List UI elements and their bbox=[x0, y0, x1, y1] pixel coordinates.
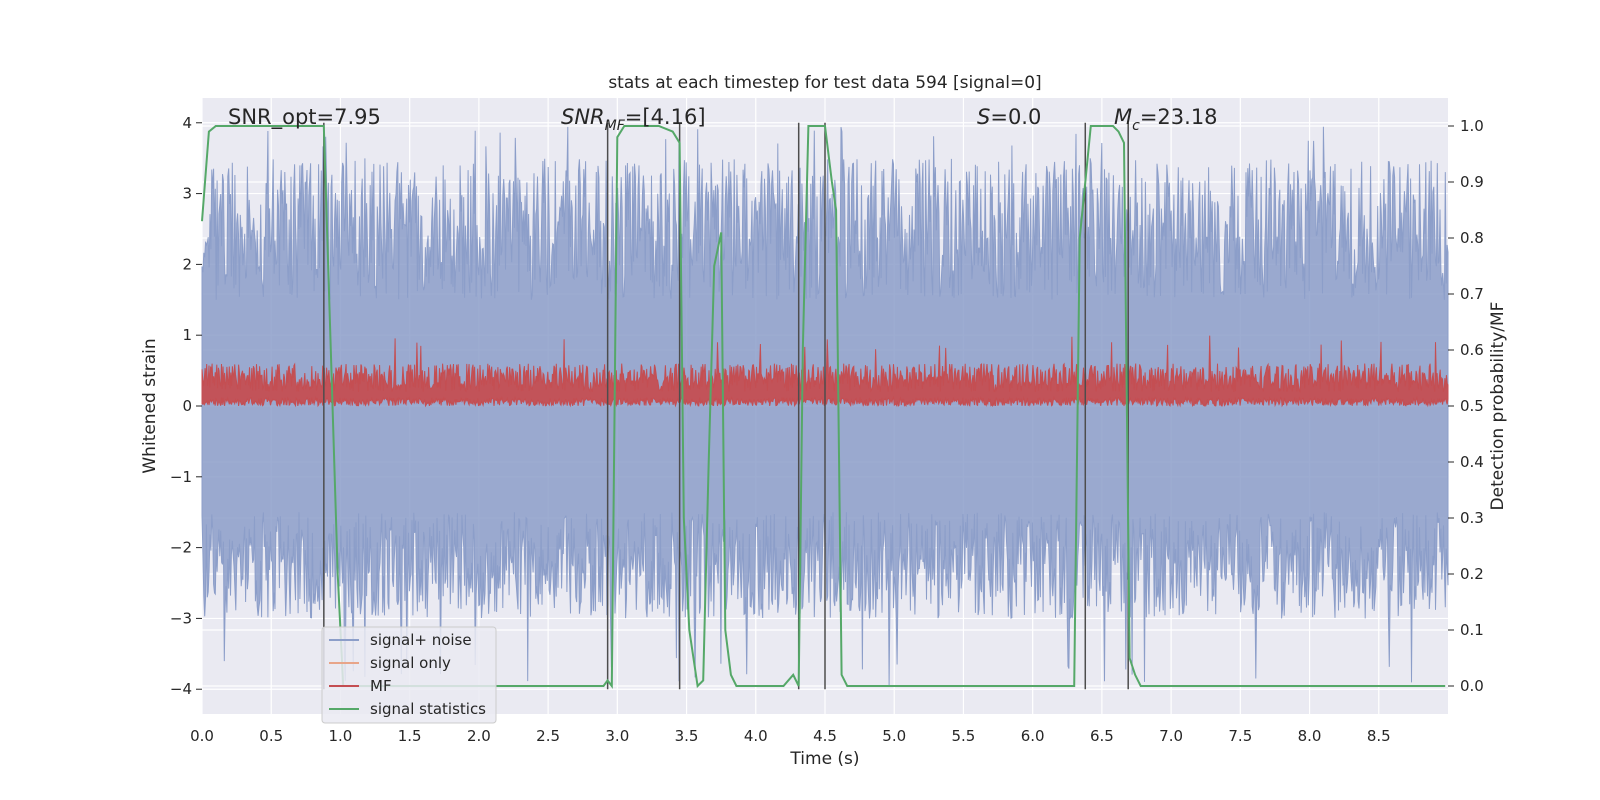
x-axis-label: Time (s) bbox=[789, 749, 859, 769]
x-tick-label: 5.0 bbox=[882, 727, 906, 745]
x-axis-ticks: 0.0 0.5 1.0 1.5 2.0 2.5 3.0 3.5 4.0 4.5 5.0 5.5 6.0 6… bbox=[190, 727, 1391, 745]
x-tick-label: 1.0 bbox=[329, 727, 353, 745]
y2-axis-label: Detection probability/MF bbox=[1488, 302, 1508, 511]
x-tick-label: 3.0 bbox=[605, 727, 629, 745]
s-annotation: S=0.0 bbox=[977, 105, 1041, 129]
y2-tick-label: 1.0 bbox=[1460, 117, 1484, 135]
mf-band bbox=[201, 335, 1449, 408]
y-tick-label: 4 bbox=[182, 114, 192, 132]
mc-symbol: M bbox=[1114, 105, 1132, 129]
y2-axis-ticks: 1.0 0.9 0.8 0.7 0.6 0.5 0.4 0.3 0.2 0.1 0.0 bbox=[1448, 117, 1484, 695]
x-tick-label: 8.0 bbox=[1298, 727, 1322, 745]
y-tick-label: 0 bbox=[182, 397, 192, 415]
y2-tick-label: 0.6 bbox=[1460, 341, 1484, 359]
y-tick-label: 3 bbox=[182, 185, 192, 203]
snr-opt-annotation: SNR_opt=7.95 bbox=[228, 105, 381, 130]
y2-tick-label: 0.8 bbox=[1460, 229, 1484, 247]
y-tick-label: −2 bbox=[170, 539, 192, 557]
y2-tick-label: 0.2 bbox=[1460, 565, 1484, 583]
x-tick-label: 5.5 bbox=[952, 727, 976, 745]
y2-tick-label: 0.7 bbox=[1460, 285, 1484, 303]
y2-tick-label: 0.1 bbox=[1460, 621, 1484, 639]
snr-mf-subscript: MF bbox=[605, 118, 626, 134]
mc-value: =23.18 bbox=[1140, 105, 1218, 129]
s-symbol: S bbox=[977, 105, 990, 129]
legend-label-mf: MF bbox=[370, 677, 392, 695]
y-axis-label: Whitened strain bbox=[140, 338, 160, 473]
y-axis-ticks: 4 3 2 1 0 −1 −2 −3 −4 bbox=[170, 114, 202, 698]
y-tick-label: 1 bbox=[182, 326, 192, 344]
x-tick-label: 2.5 bbox=[536, 727, 560, 745]
legend-box bbox=[321, 626, 497, 724]
x-tick-label: 4.0 bbox=[744, 727, 768, 745]
snr-mf-symbol: SNR bbox=[561, 105, 605, 129]
x-tick-label: 2.0 bbox=[467, 727, 491, 745]
y2-tick-label: 0.4 bbox=[1460, 453, 1484, 471]
x-tick-label: 3.5 bbox=[675, 727, 699, 745]
x-tick-label: 1.5 bbox=[398, 727, 422, 745]
x-tick-label: 7.5 bbox=[1228, 727, 1252, 745]
s-value: =0.0 bbox=[990, 105, 1041, 129]
legend: signal+ noise signal only MF signal stat… bbox=[321, 626, 497, 724]
mc-subscript: c bbox=[1132, 118, 1140, 134]
snr-mf-annotation: SNRMF=[4.16] bbox=[561, 105, 706, 134]
x-tick-label: 6.0 bbox=[1021, 727, 1045, 745]
y-tick-label: −3 bbox=[170, 609, 192, 627]
mf-series bbox=[201, 335, 1449, 408]
x-tick-label: 7.0 bbox=[1159, 727, 1183, 745]
x-tick-label: 6.5 bbox=[1090, 727, 1114, 745]
y-tick-label: −4 bbox=[170, 680, 192, 698]
y2-tick-label: 0.0 bbox=[1460, 677, 1484, 695]
y2-tick-label: 0.9 bbox=[1460, 173, 1484, 191]
mc-annotation: Mc=23.18 bbox=[1114, 105, 1218, 134]
x-tick-label: 4.5 bbox=[813, 727, 837, 745]
vertical-markers bbox=[323, 122, 1129, 690]
x-tick-label: 0.0 bbox=[190, 727, 214, 745]
chart-title: stats at each timestep for test data 594… bbox=[608, 73, 1041, 93]
legend-label-signal-noise: signal+ noise bbox=[370, 631, 472, 649]
legend-label-signal-statistics: signal statistics bbox=[370, 700, 486, 718]
y2-tick-label: 0.3 bbox=[1460, 509, 1484, 527]
snr-mf-value: =[4.16] bbox=[625, 105, 706, 129]
y-tick-label: 2 bbox=[182, 255, 192, 273]
legend-label-signal-only: signal only bbox=[370, 654, 451, 672]
y2-tick-label: 0.5 bbox=[1460, 397, 1484, 415]
y-tick-label: −1 bbox=[170, 468, 192, 486]
x-tick-label: 0.5 bbox=[259, 727, 283, 745]
x-tick-label: 8.5 bbox=[1367, 727, 1391, 745]
